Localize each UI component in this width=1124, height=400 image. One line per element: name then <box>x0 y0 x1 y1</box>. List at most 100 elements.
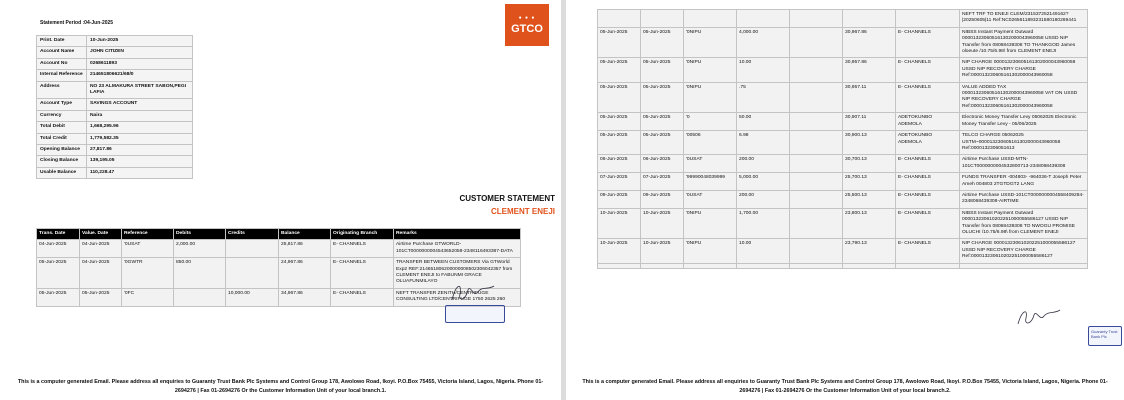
table-cell <box>895 262 960 269</box>
table-cell: E- CHANNELS <box>895 189 960 209</box>
table-cell: '0USAT <box>121 239 174 259</box>
table-cell: FUNDS TRANSFER -004803- -964036-T Joseph… <box>959 172 1088 191</box>
table-cell: Airtime Purchase USSD-101CT0000000004558… <box>959 189 1088 209</box>
info-label: Total Credit <box>36 132 87 146</box>
table-cell: 30,967.86 <box>842 26 896 59</box>
column-header: Debits <box>173 227 226 241</box>
table-cell: 05-Jun-2025 <box>79 287 122 307</box>
info-row: Address NO 23 ALMAKURA STREET SABON,PEGI … <box>36 80 193 100</box>
table-cell <box>225 257 279 289</box>
table-cell: Electronic Money Transfer Levy 05062025 … <box>959 112 1088 132</box>
table-cell: 06-Jun-2025 <box>640 154 684 174</box>
table-cell: 10.00 <box>736 57 790 83</box>
statement-page-1: Statement Period :04-Jun-2025 ● ● ● GTCO … <box>0 0 561 400</box>
table-cell: '0NIPU <box>683 81 737 114</box>
signature <box>1017 309 1061 325</box>
info-label: Opening Balance <box>36 144 87 157</box>
table-cell: 05-Jun-2025 <box>597 26 641 59</box>
table-cell: NIP CHARGE 00001323060516130200004396005… <box>959 57 1088 83</box>
table-row: 05-Jun-2025 05-Jun-2025'0NIPU 10.00 30,957.… <box>597 57 1088 83</box>
info-value: Naira <box>86 109 193 123</box>
table-cell: '0GWTR <box>121 257 174 289</box>
footer-note: This is a computer generated Email. Plea… <box>17 379 544 394</box>
table-cell: 05-Jun-2025 <box>597 130 641 156</box>
table-cell: 25,500.13 <box>842 189 896 209</box>
column-header: Reference <box>121 227 174 241</box>
table-cell: 05-Jun-2025 <box>36 287 80 307</box>
table-cell: 05-Jun-2025 <box>640 57 684 83</box>
column-header: Trans. Date <box>36 227 80 241</box>
transactions-table-page-2: NEFT TRF TO ENEJI CLEM/231537252149162?|… <box>597 9 1088 269</box>
table-cell <box>789 26 843 59</box>
info-label: Account Type <box>36 98 87 111</box>
info-label: Usable Balance <box>36 166 87 180</box>
table-cell <box>640 262 684 269</box>
table-cell: 06-Jun-2025 <box>597 154 641 174</box>
table-cell: 04-Jun-2025 <box>79 239 122 259</box>
table-cell: 09-Jun-2025 <box>640 189 684 209</box>
info-row: Account No 0268611893 <box>36 57 193 71</box>
table-cell <box>789 9 843 28</box>
table-cell: Airtime Purchase GTWORLD-101CT0000000004… <box>393 239 521 259</box>
table-cell: 850.00 <box>173 257 226 289</box>
table-cell <box>789 112 843 132</box>
table-cell: .75 <box>736 81 790 114</box>
info-value: 0268611893 <box>86 57 193 71</box>
info-label: Print. Date <box>36 34 87 48</box>
statement-period: Statement Period :04-Jun-2025 <box>40 20 114 26</box>
info-value: 1,668,295.96 <box>86 121 193 134</box>
table-cell <box>683 262 737 269</box>
table-cell: 50.00 <box>736 112 790 132</box>
table-cell <box>842 262 896 269</box>
table-row: 05-Jun-2025 05-Jun-2025'0FC 10,000.00 34,96… <box>36 287 521 307</box>
table-cell: E- CHANNELS <box>330 239 394 259</box>
info-value: 10-Jun-2025 <box>86 34 193 48</box>
table-cell: E- CHANNELS <box>895 26 960 59</box>
table-cell: 23,800.13 <box>842 207 896 240</box>
table-cell: 30,907.11 <box>842 112 896 132</box>
table-cell: 05-Jun-2025 <box>597 81 641 114</box>
table-cell: E- CHANNELS <box>330 257 394 289</box>
table-cell: 10.00 <box>736 238 790 264</box>
info-value: 139,195.05 <box>86 155 193 168</box>
table-cell: E- CHANNELS <box>895 172 960 191</box>
info-row: Account Type SAVINGS ACCOUNT <box>36 98 193 111</box>
table-row: 07-Jun-2025 07-Jun-2025'99990048039999 5,0… <box>597 172 1088 191</box>
table-cell <box>597 262 641 269</box>
table-cell <box>959 262 1088 269</box>
footer-note: This is a computer generated Email. Plea… <box>582 379 1108 394</box>
table-row: 05-Jun-2025 05-Jun-2025'0NIPU 4,000.00 30,9… <box>597 26 1088 59</box>
table-cell: E- CHANNELS <box>895 154 960 174</box>
table-cell: '0FC <box>121 287 174 307</box>
info-label: Internal Reference <box>36 69 87 82</box>
table-cell: NEFT TRF TO ENEJI CLEM/231537252149162?|… <box>959 9 1088 28</box>
table-cell <box>842 9 896 28</box>
table-cell: 200.00 <box>736 154 790 174</box>
table-cell: 5,000.00 <box>736 172 790 191</box>
table-cell <box>789 172 843 191</box>
table-cell: 05-Jun-2025 <box>597 112 641 132</box>
table-row: 05-Jun-2025 05-Jun-2025'0 50.00 30,907.11 AD… <box>597 112 1088 132</box>
table-cell: 30,957.11 <box>842 81 896 114</box>
table-cell: '0NIPU <box>683 207 737 240</box>
table-row: 09-Jun-2025 09-Jun-2025'0USAT 200.00 25,500… <box>597 189 1088 209</box>
info-label: Account No <box>36 57 87 71</box>
table-row: 10-Jun-2025 10-Jun-2025'0NIPU 10.00 23,790.… <box>597 238 1088 264</box>
info-value: JOHN CITIZEN <box>86 46 193 59</box>
column-header: Credits <box>225 227 279 241</box>
info-value: 214651806621/68/0 <box>86 69 193 82</box>
table-cell: 6.98 <box>736 130 790 156</box>
table-cell: E- CHANNELS <box>330 287 394 307</box>
account-info-table: Print. Date 10-Jun-2025 Account Name JOHN C… <box>36 34 193 180</box>
table-cell <box>173 287 226 307</box>
table-cell: TRANSFER BETWEEN CUSTOMERS Via GTWorld E… <box>393 257 521 289</box>
table-cell: NIP CHARGE 00001323061020225100005558612… <box>959 238 1088 264</box>
table-cell: E- CHANNELS <box>895 207 960 240</box>
table-cell: VALUE ADDED TAX 000013230605161302000043… <box>959 81 1088 114</box>
table-cell: 34,967.86 <box>278 287 331 307</box>
customer-name: CLEMENT ENEJI <box>490 207 555 216</box>
table-cell <box>736 262 790 269</box>
table-row: 06-Jun-2025 06-Jun-2025'0USAT 200.00 30,700… <box>597 154 1088 174</box>
table-cell <box>789 189 843 209</box>
table-cell: 24,967.86 <box>278 257 331 289</box>
